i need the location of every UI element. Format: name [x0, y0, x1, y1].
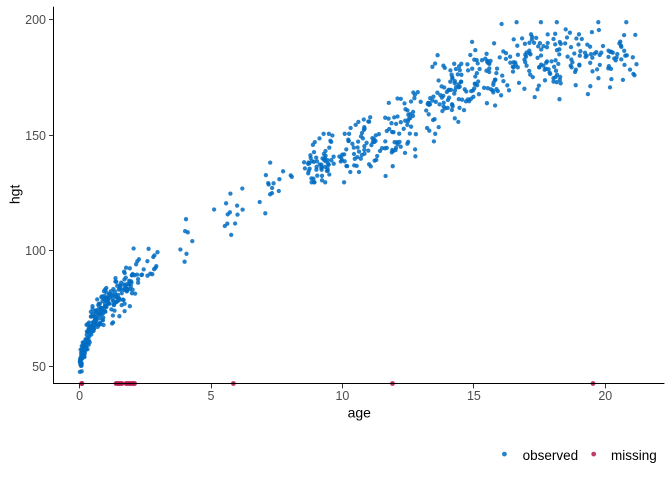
svg-text:observed: observed: [523, 448, 579, 463]
svg-text:0: 0: [76, 389, 83, 403]
svg-text:100: 100: [25, 244, 46, 258]
svg-text:20: 20: [598, 389, 612, 403]
svg-text:200: 200: [25, 13, 46, 27]
svg-text:10: 10: [335, 389, 349, 403]
svg-text:hgt: hgt: [7, 185, 23, 205]
svg-text:150: 150: [25, 129, 46, 143]
svg-text:50: 50: [32, 360, 46, 374]
svg-text:5: 5: [208, 389, 215, 403]
svg-text:15: 15: [467, 389, 481, 403]
svg-text:age: age: [348, 405, 372, 421]
svg-text:missing: missing: [611, 448, 657, 463]
